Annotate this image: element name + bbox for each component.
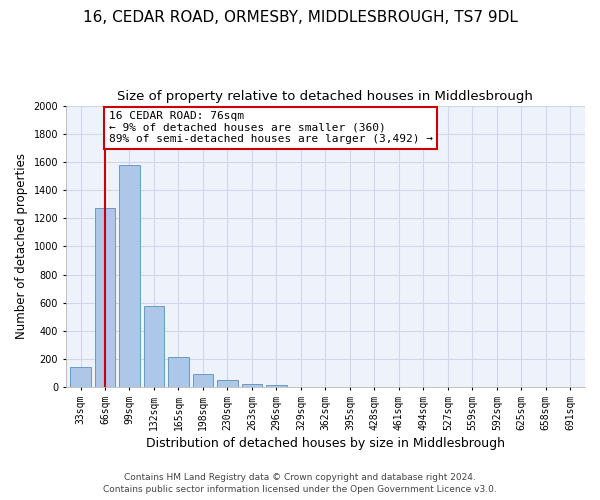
Bar (119, 166, 140, 387)
Title: Size of property relative to detached houses in Middlesbrough: Size of property relative to detached ho… (118, 90, 533, 103)
Bar (193, 374, 214, 387)
Bar (242, 384, 262, 387)
Bar (266, 385, 287, 387)
X-axis label: Distribution of detached houses by size in Middlesbrough: Distribution of detached houses by size … (146, 437, 505, 450)
Bar (143, 306, 164, 387)
Bar (95, 208, 115, 387)
Text: 16, CEDAR ROAD, ORMESBY, MIDDLESBROUGH, TS7 9DL: 16, CEDAR ROAD, ORMESBY, MIDDLESBROUGH, … (83, 10, 517, 25)
Bar (70, 368, 91, 387)
Y-axis label: Number of detached properties: Number of detached properties (15, 154, 28, 340)
Text: Contains public sector information licensed under the Open Government Licence v3: Contains public sector information licen… (103, 485, 497, 494)
Bar (168, 357, 189, 387)
Text: 16 CEDAR ROAD: 76sqm
← 9% of detached houses are smaller (360)
89% of semi-detac: 16 CEDAR ROAD: 76sqm ← 9% of detached ho… (109, 111, 433, 144)
Bar (217, 380, 238, 387)
Text: Contains HM Land Registry data © Crown copyright and database right 2024.: Contains HM Land Registry data © Crown c… (124, 474, 476, 482)
